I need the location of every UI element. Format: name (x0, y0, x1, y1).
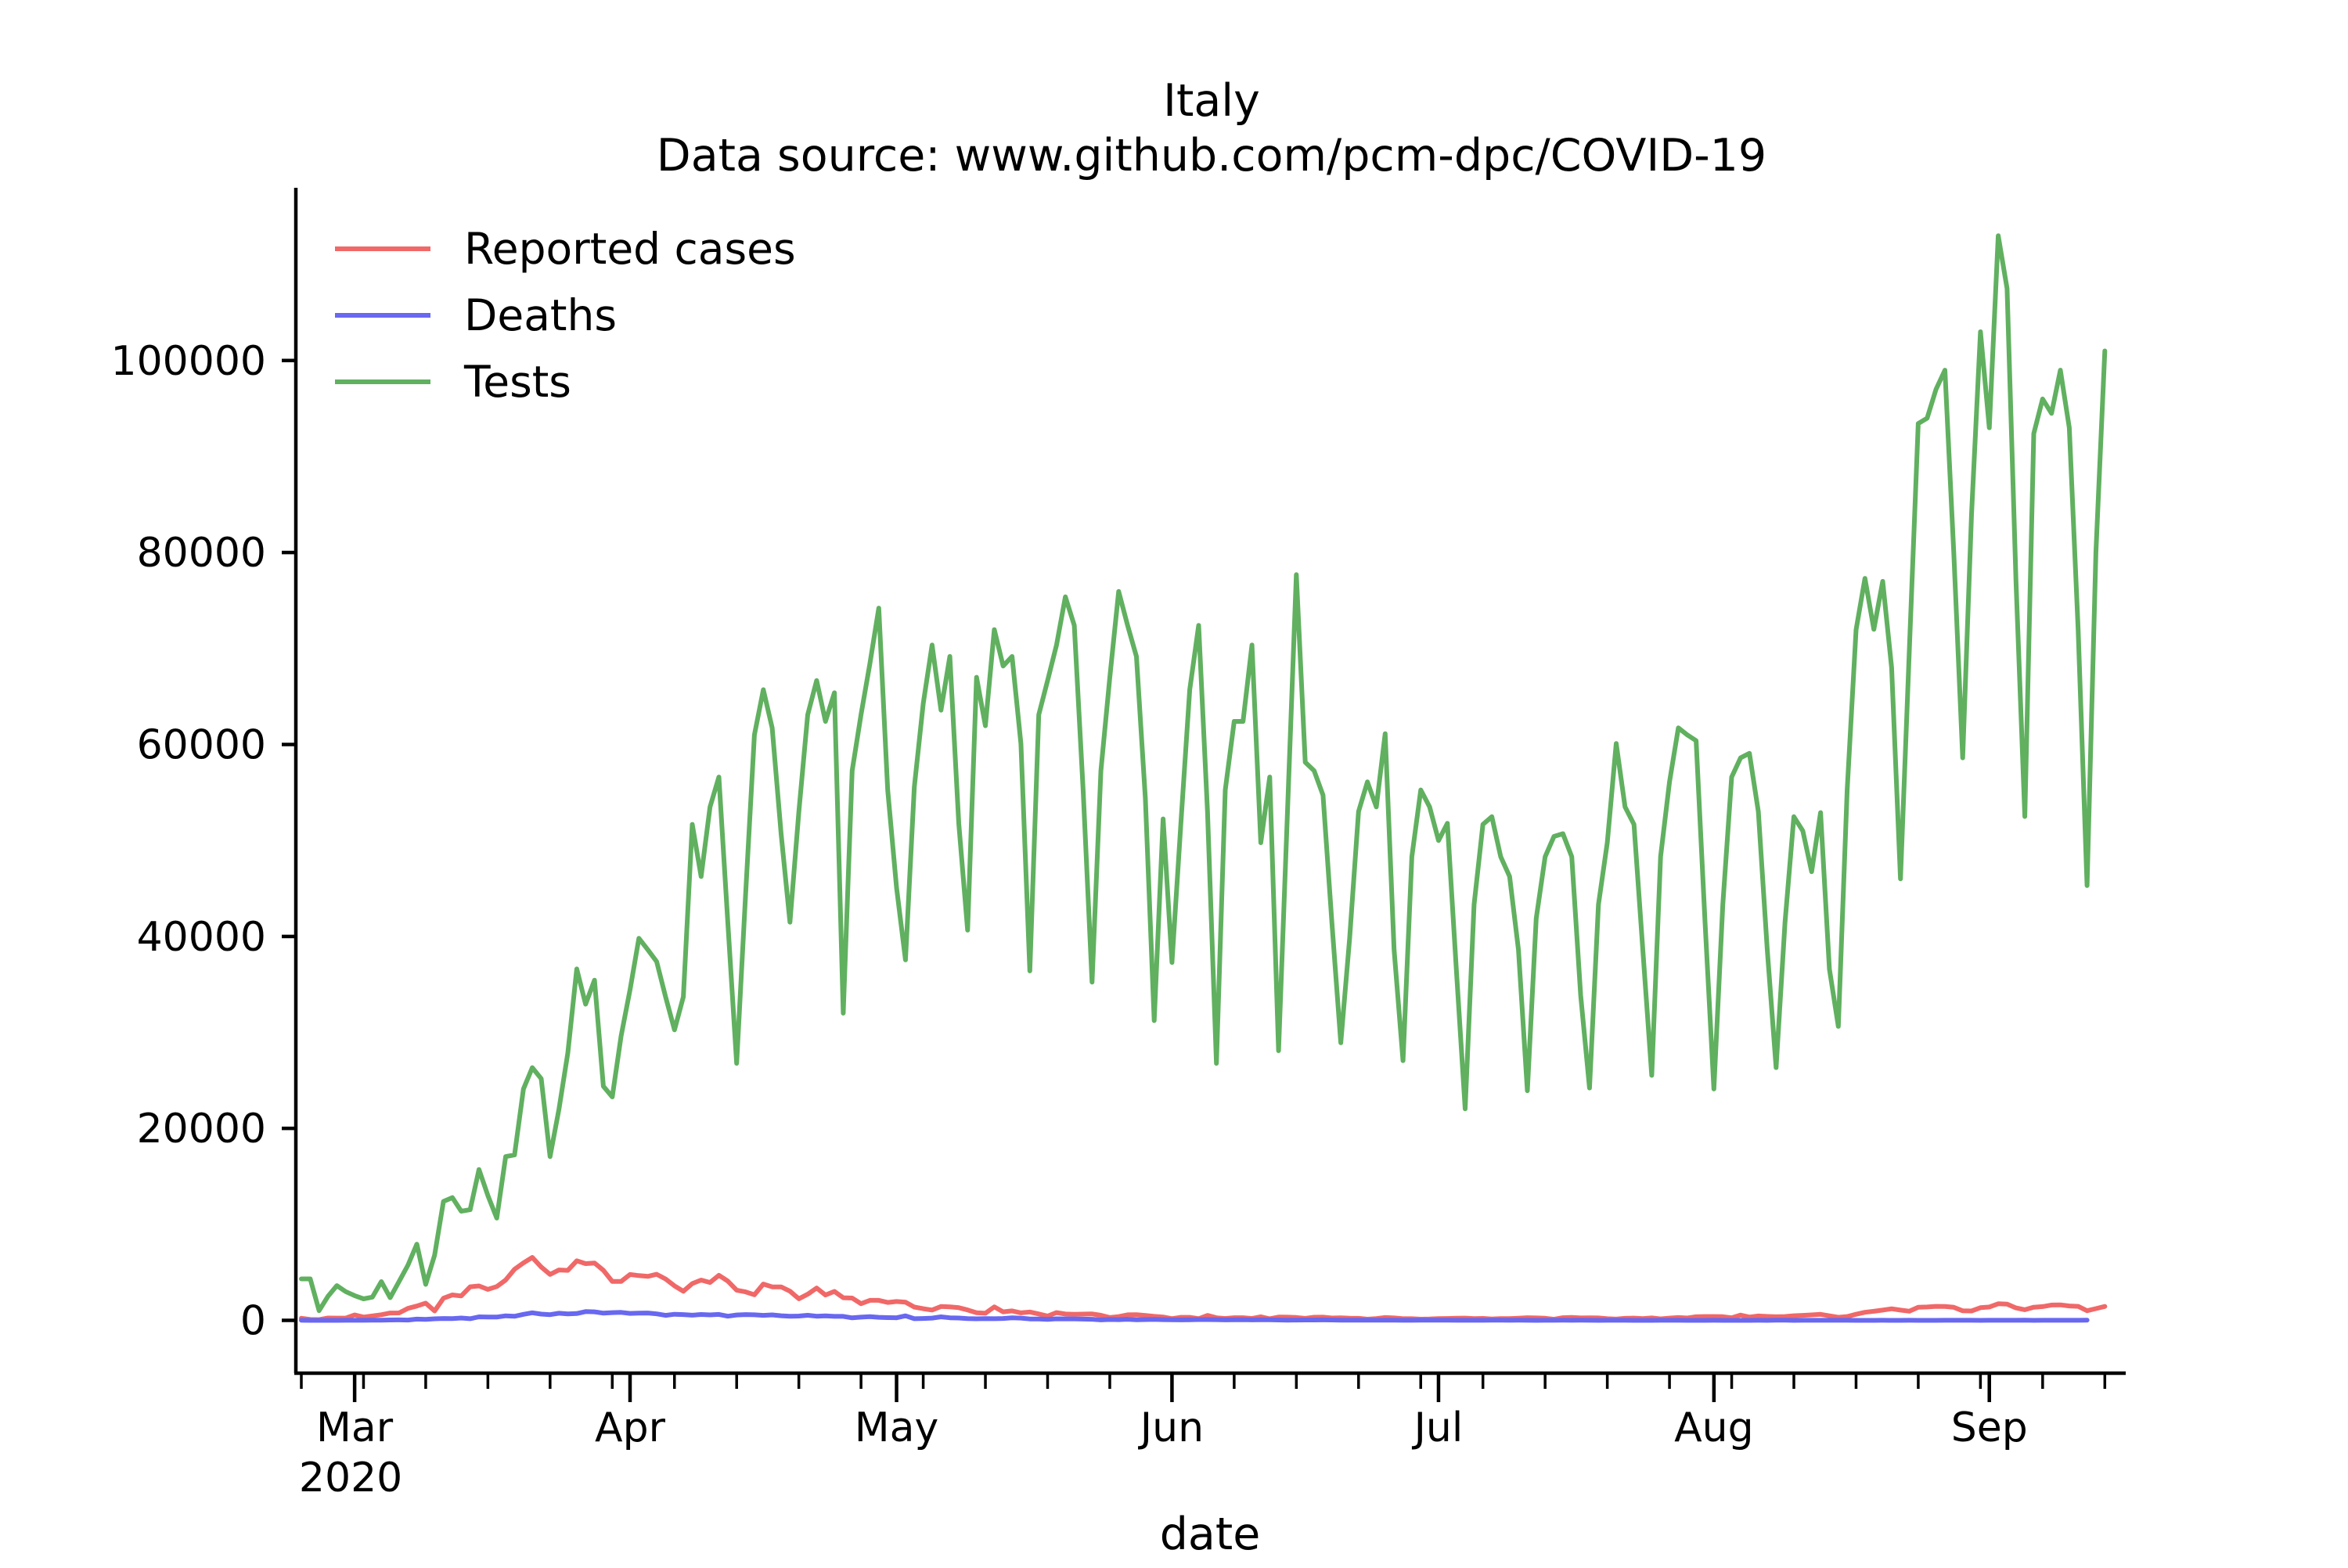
x-tick-label: Sep (1951, 1404, 2028, 1451)
y-tick-label: 100000 (110, 338, 266, 385)
legend-entry: Deaths (335, 290, 617, 340)
legend-entry: Reported cases (335, 224, 796, 274)
series-line-deaths (299, 1309, 2090, 1323)
x-tick-label: Mar (316, 1404, 394, 1451)
y-tick-label: 20000 (137, 1106, 266, 1153)
y-tick-label: 80000 (137, 530, 266, 577)
x-tick-label: May (855, 1404, 939, 1451)
series-line-reported-cases (299, 1255, 2108, 1322)
series-line-tests (299, 233, 2108, 1314)
x-axis-label: date (1160, 1509, 1261, 1560)
x-tick-label: Jul (1412, 1404, 1464, 1451)
y-axis-ticks: 0 20000 40000 60000 80000 100000 (110, 338, 296, 1345)
chart-title: Italy (1163, 75, 1260, 127)
legend-label: Deaths (464, 290, 617, 340)
x-tick-label: Apr (595, 1404, 666, 1451)
legend-label: Reported cases (464, 224, 796, 274)
x-tick-year-label: 2020 (299, 1455, 402, 1501)
y-tick-label: 60000 (137, 721, 266, 768)
chart-subtitle: Data source: www.github.com/pcm-dpc/COVI… (657, 130, 1766, 182)
y-tick-label: 40000 (137, 914, 266, 961)
legend: Reported cases Deaths Tests (335, 224, 796, 407)
legend-entry: Tests (335, 357, 571, 407)
y-tick-label: 0 (240, 1298, 266, 1345)
legend-label: Tests (463, 357, 571, 407)
series-layer (299, 233, 2108, 1323)
x-tick-label: Aug (1674, 1404, 1754, 1451)
x-tick-label: Jun (1138, 1404, 1204, 1451)
